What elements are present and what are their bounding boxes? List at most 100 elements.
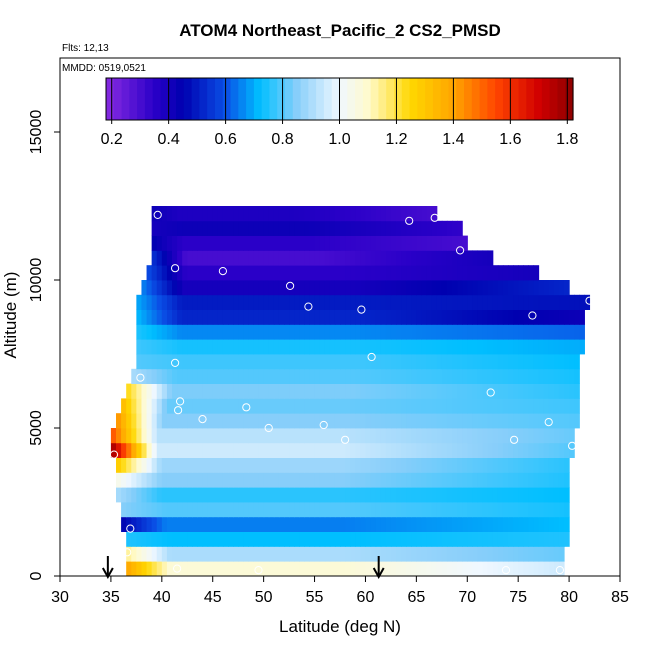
heatmap-cell <box>329 442 336 458</box>
heatmap-cell <box>197 250 204 266</box>
heatmap-cell <box>212 413 219 429</box>
heatmap-cell <box>467 531 473 547</box>
heatmap-cell <box>334 398 341 414</box>
heatmap-cell <box>340 561 346 577</box>
heatmap-cell <box>441 442 448 458</box>
heatmap-cell <box>207 206 214 222</box>
heatmap-cell <box>340 442 346 458</box>
heatmap-cell <box>187 487 193 503</box>
colorbar-swatch <box>526 78 535 120</box>
heatmap-cell <box>558 428 565 444</box>
heatmap-cell <box>172 428 178 444</box>
heatmap-cell <box>513 413 519 429</box>
heatmap-cell <box>207 398 214 414</box>
heatmap-cell <box>564 516 570 532</box>
heatmap-cell <box>574 294 580 310</box>
heatmap-cell <box>253 324 260 340</box>
heatmap-cell <box>126 457 132 473</box>
heatmap-cell <box>314 265 321 281</box>
heatmap-cell <box>289 516 295 532</box>
heatmap-cell <box>558 487 565 503</box>
heatmap-cell <box>243 561 249 577</box>
heatmap-cell <box>360 516 367 532</box>
colorbar-swatch <box>222 78 232 120</box>
heatmap-cell <box>492 324 499 340</box>
heatmap-cell <box>284 413 290 429</box>
heatmap-cell <box>467 383 473 399</box>
heatmap-cell <box>365 265 372 281</box>
heatmap-cell <box>360 220 367 236</box>
heatmap-cell <box>416 413 423 429</box>
heatmap-cell <box>268 368 275 384</box>
heatmap-cell <box>284 309 290 325</box>
heatmap-cell <box>126 413 132 429</box>
heatmap-cell <box>441 250 448 266</box>
sample-point <box>501 566 511 575</box>
heatmap-cell <box>533 516 540 532</box>
sample-point <box>113 557 123 566</box>
heatmap-cell <box>457 457 463 473</box>
heatmap-cell <box>390 457 397 473</box>
heatmap-cell <box>273 531 280 547</box>
heatmap-cell <box>299 220 305 236</box>
heatmap-cell <box>156 442 163 458</box>
heatmap-cell <box>406 516 412 532</box>
heatmap-cell <box>543 309 550 325</box>
heatmap-cell <box>548 561 555 577</box>
heatmap-cell <box>253 428 260 444</box>
heatmap-cell <box>548 487 555 503</box>
heatmap-cell <box>329 516 336 532</box>
heatmap-cell <box>370 206 377 222</box>
heatmap-cell <box>238 516 244 532</box>
heatmap-cell <box>161 265 168 281</box>
heatmap-cell <box>156 428 163 444</box>
heatmap-cell <box>396 561 402 577</box>
heatmap-cell <box>533 294 540 310</box>
heatmap-cell <box>441 561 448 577</box>
heatmap-cell <box>467 472 473 488</box>
sample-point <box>286 281 295 290</box>
heatmap-cell <box>508 502 514 518</box>
heatmap-cell <box>497 561 504 577</box>
heatmap-cell <box>314 442 321 458</box>
heatmap-cell <box>426 309 433 325</box>
heatmap-cell <box>177 442 183 458</box>
heatmap-cell <box>396 398 402 414</box>
heatmap-cell <box>161 383 168 399</box>
heatmap-cell <box>502 472 509 488</box>
colorbar-swatch <box>339 78 348 120</box>
heatmap-cell <box>345 442 351 458</box>
heatmap-cell <box>436 265 443 281</box>
heatmap-cell <box>396 235 402 251</box>
heatmap-cell <box>156 339 163 355</box>
heatmap-cell <box>146 428 153 444</box>
heatmap-cell <box>228 428 234 444</box>
heatmap-cell <box>436 398 443 414</box>
heatmap-cell <box>131 472 137 488</box>
heatmap-cell <box>278 487 285 503</box>
heatmap-cell <box>207 502 214 518</box>
heatmap-cell <box>253 235 260 251</box>
heatmap-cell <box>380 531 387 547</box>
heatmap-cell <box>513 280 519 296</box>
heatmap-cell <box>304 516 311 532</box>
heatmap-cell <box>156 235 163 251</box>
heatmap-cell <box>253 339 260 355</box>
heatmap-cell <box>452 516 458 532</box>
heatmap-cell <box>273 398 280 414</box>
heatmap-cell <box>508 561 514 577</box>
heatmap-cell <box>228 280 234 296</box>
colorbar-swatch <box>534 78 543 120</box>
heatmap-cell <box>268 472 275 488</box>
heatmap-cell <box>426 383 433 399</box>
heatmap-cell <box>273 309 280 325</box>
heatmap-cell <box>508 265 514 281</box>
heatmap-cell <box>508 339 514 355</box>
heatmap-cell <box>166 339 173 355</box>
heatmap-cell <box>401 457 407 473</box>
heatmap-cell <box>553 309 560 325</box>
heatmap-cell <box>299 339 305 355</box>
heatmap-cell <box>548 413 555 429</box>
heatmap-cell <box>528 457 535 473</box>
heatmap-cell <box>207 516 214 532</box>
